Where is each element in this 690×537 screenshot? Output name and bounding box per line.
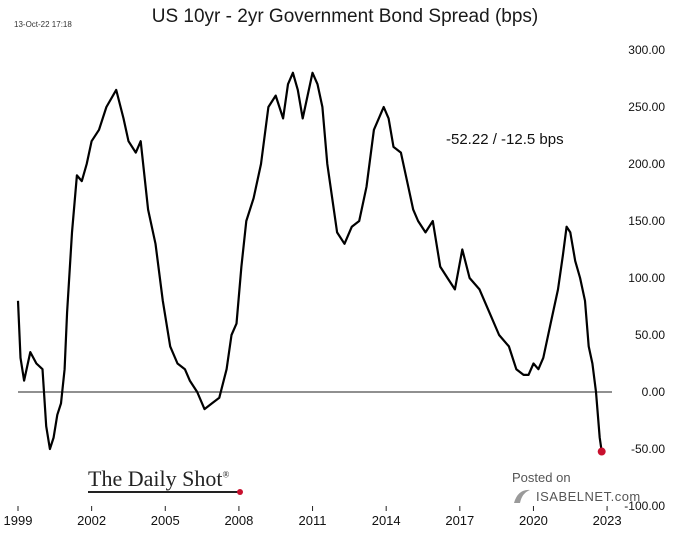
y-axis: 300.00 250.00 200.00 150.00 100.00 50.00 0.00 -… [624, 43, 665, 513]
x-tick-label: 2014 [372, 513, 401, 528]
y-tick-label: 250.00 [628, 100, 665, 114]
isabelnet-site-label: ISABELNET.com [536, 489, 641, 504]
y-tick-label: 150.00 [628, 214, 665, 228]
isabelnet-logo-icon [514, 489, 530, 503]
y-tick-label: -100.00 [624, 499, 665, 513]
source-logo-dot [237, 489, 243, 495]
x-tick-label: 2011 [299, 513, 327, 528]
x-tick-label: 1999 [4, 513, 33, 528]
x-tick-label: 2017 [445, 513, 474, 528]
source-logo: The Daily Shot® [88, 466, 229, 492]
x-tick-label: 2020 [519, 513, 548, 528]
source-logo-underline [88, 491, 242, 493]
latest-value-annotation: -52.22 / -12.5 bps [446, 131, 564, 148]
registered-mark: ® [222, 469, 230, 480]
x-tick-label: 2023 [593, 513, 622, 528]
posted-on-label: Posted on [512, 470, 571, 485]
source-logo-text: The Daily Shot [88, 466, 223, 491]
y-tick-label: 0.00 [642, 385, 666, 399]
timestamp: 13-Oct-22 17:18 [14, 20, 72, 29]
end-point-marker [597, 447, 606, 456]
chart-title: US 10yr - 2yr Government Bond Spread (bp… [151, 6, 539, 27]
x-axis: 1999 2002 2005 2008 2011 2014 2017 2020 2023 [4, 506, 622, 528]
y-tick-label: 50.00 [635, 328, 665, 342]
spread-series-line [16, 71, 603, 452]
x-tick-label: 2002 [77, 513, 106, 528]
y-tick-label: -50.00 [631, 442, 665, 456]
y-tick-label: 200.00 [628, 157, 665, 171]
x-tick-label: 2008 [224, 513, 253, 528]
x-tick-label: 2005 [151, 513, 180, 528]
y-tick-label: 300.00 [628, 43, 665, 57]
y-tick-label: 100.00 [628, 271, 665, 285]
